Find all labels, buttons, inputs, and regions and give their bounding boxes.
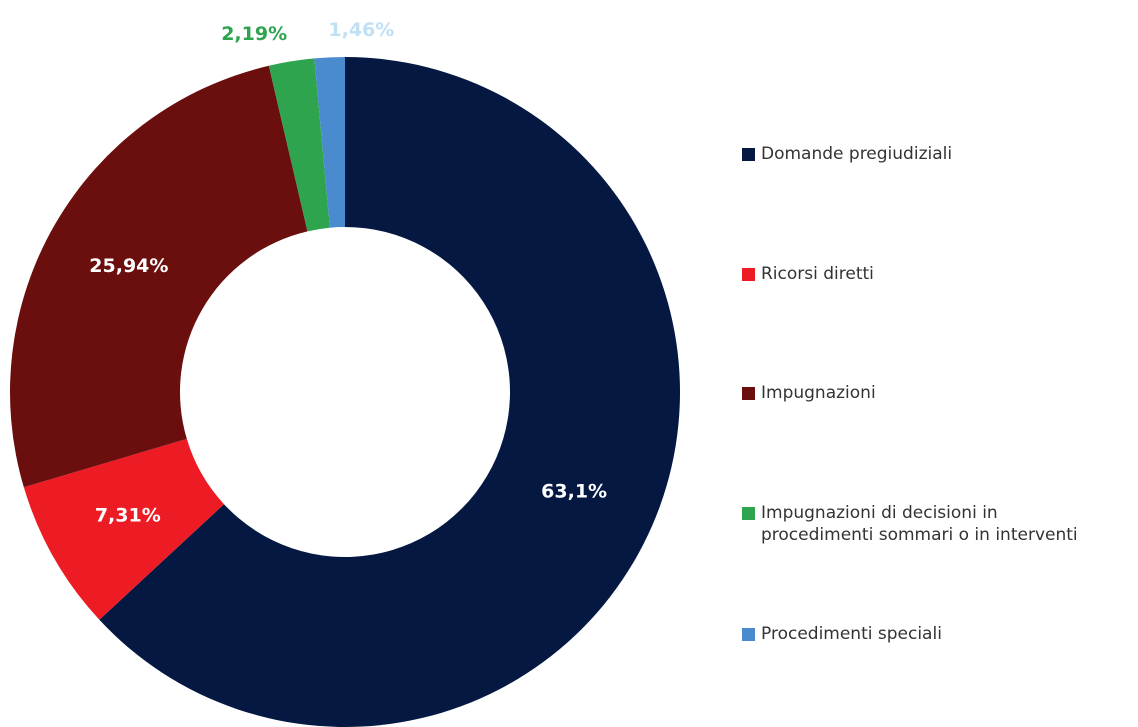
donut-segment (10, 65, 308, 488)
legend-item: Impugnazioni di decisioni in procediment… (742, 502, 1132, 546)
donut-segment (23, 438, 225, 620)
legend-swatch (742, 628, 755, 641)
legend-label: Procedimenti speciali (761, 624, 942, 644)
data-label: 7,31% (95, 504, 161, 526)
legend-label: Impugnazioni (761, 383, 876, 403)
legend-label: Ricorsi diretti (761, 264, 874, 284)
legend-item: Procedimenti speciali (742, 623, 1132, 645)
legend-label: Domande pregiudiziali (761, 144, 953, 164)
donut-segment (268, 58, 330, 232)
data-label: 63,1% (541, 481, 607, 503)
donut-segment (99, 57, 681, 727)
legend-swatch (742, 387, 755, 400)
donut-segment (314, 57, 345, 228)
data-label: 25,94% (89, 255, 168, 277)
legend-swatch (742, 268, 755, 281)
data-label: 2,19% (221, 23, 287, 45)
legend-item: Ricorsi diretti (742, 263, 1132, 285)
legend-label: Impugnazioni di decisioni in procediment… (761, 503, 1078, 545)
legend-swatch (742, 507, 755, 520)
legend-swatch (742, 148, 755, 161)
legend-item: Domande pregiudiziali (742, 143, 1132, 165)
data-label: 1,46% (328, 19, 394, 41)
legend-item: Impugnazioni (742, 382, 1132, 404)
